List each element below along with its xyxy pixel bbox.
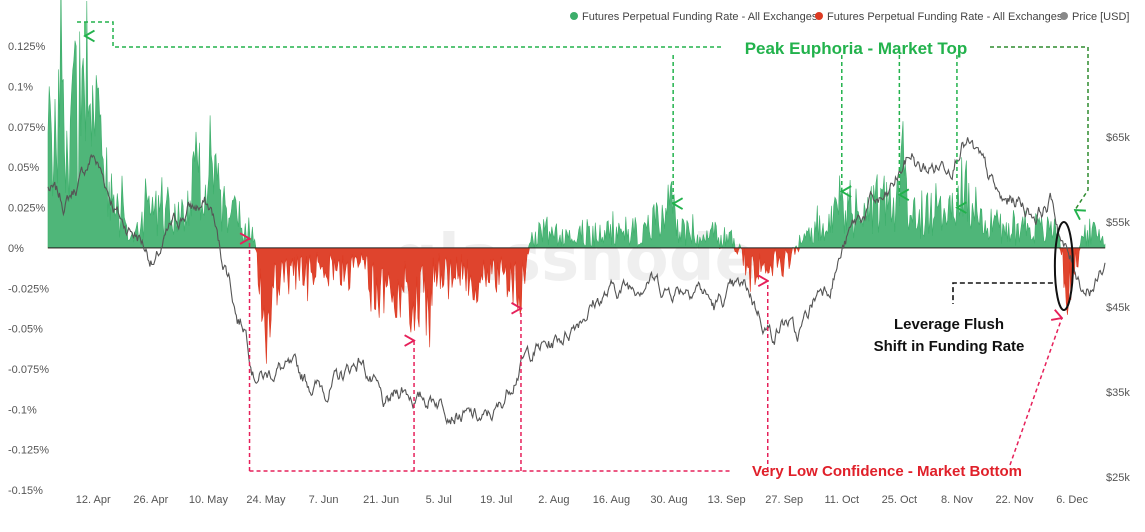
funding-positive-path: [47, 0, 1106, 249]
legend: Futures Perpetual Funding Rate - All Exc…: [570, 11, 1129, 23]
left-tick-label: 0.1%: [8, 82, 33, 94]
top-right-connector: [990, 46, 1089, 210]
x-tick-label: 10. May: [189, 494, 229, 506]
top-connector: [77, 21, 722, 48]
legend-label-funding-negative[interactable]: Futures Perpetual Funding Rate - All Exc…: [827, 11, 1063, 23]
annotation-peak-euphoria: Peak Euphoria - Market Top: [745, 39, 968, 58]
x-tick-label: 24. May: [246, 494, 286, 506]
x-tick-label: 25. Oct: [882, 494, 917, 506]
x-tick-label: 8. Nov: [941, 494, 973, 506]
left-tick-label: -0.025%: [8, 283, 49, 295]
x-tick-label: 22. Nov: [996, 494, 1034, 506]
flush-connector: [952, 282, 1053, 304]
right-axis: $65k $55k $45k $35k $25k: [1106, 132, 1130, 484]
annotation-funding-shift: Shift in Funding Rate: [874, 338, 1025, 355]
leverage-flush-marker: [952, 221, 1074, 311]
legend-label-funding-positive[interactable]: Futures Perpetual Funding Rate - All Exc…: [582, 11, 818, 23]
funding-rate-positive-area: [47, 0, 1106, 249]
legend-swatch-funding-positive[interactable]: [570, 12, 578, 20]
legend-swatch-funding-negative[interactable]: [815, 12, 823, 20]
left-tick-label: -0.075%: [8, 364, 49, 376]
peak-euphoria-arrows: [77, 21, 1089, 210]
price-path: [47, 137, 1106, 426]
legend-label-price[interactable]: Price [USD]: [1072, 11, 1129, 23]
left-tick-label: -0.15%: [8, 485, 43, 497]
market-bottom-arrows: [250, 239, 1062, 472]
left-tick-label: 0.025%: [8, 203, 46, 215]
x-tick-label: 12. Apr: [76, 494, 111, 506]
left-axis: 0.125% 0.1% 0.075% 0.05% 0.025% 0% -0.025% -0.0…: [8, 41, 49, 497]
x-tick-label: 30. Aug: [650, 494, 687, 506]
annotation-market-bottom: Very Low Confidence - Market Bottom: [752, 463, 1022, 480]
bottom-arrow-flush: [1009, 318, 1062, 466]
flush-ellipse: [1053, 221, 1074, 311]
x-tick-label: 16. Aug: [593, 494, 630, 506]
left-tick-label: 0.05%: [8, 162, 39, 174]
left-tick-label: -0.1%: [8, 404, 37, 416]
price-line: [47, 137, 1106, 426]
x-tick-label: 21. Jun: [363, 494, 399, 506]
x-tick-label: 13. Sep: [708, 494, 746, 506]
annotation-leverage-flush: Leverage Flush: [894, 316, 1004, 333]
x-tick-label: 6. Dec: [1056, 494, 1088, 506]
x-tick-label: 11. Oct: [824, 494, 859, 506]
x-tick-label: 27. Sep: [765, 494, 803, 506]
right-tick-label: $45k: [1106, 302, 1130, 314]
x-tick-label: 2. Aug: [538, 494, 569, 506]
right-tick-label: $35k: [1106, 387, 1130, 399]
x-tick-label: 7. Jun: [309, 494, 339, 506]
right-tick-label: $25k: [1106, 472, 1130, 484]
legend-swatch-price[interactable]: [1060, 12, 1068, 20]
right-tick-label: $65k: [1106, 132, 1130, 144]
left-tick-label: 0%: [8, 243, 24, 255]
left-tick-label: -0.05%: [8, 324, 43, 336]
x-tick-label: 26. Apr: [133, 494, 168, 506]
left-tick-label: 0.125%: [8, 41, 46, 53]
left-tick-label: 0.075%: [8, 122, 46, 134]
x-tick-label: 19. Jul: [480, 494, 512, 506]
left-tick-label: -0.125%: [8, 445, 49, 457]
x-tick-label: 5. Jul: [426, 494, 452, 506]
right-tick-label: $55k: [1106, 217, 1130, 229]
x-axis: 12. Apr 26. Apr 10. May 24. May 7. Jun 21. Ju…: [76, 494, 1089, 506]
